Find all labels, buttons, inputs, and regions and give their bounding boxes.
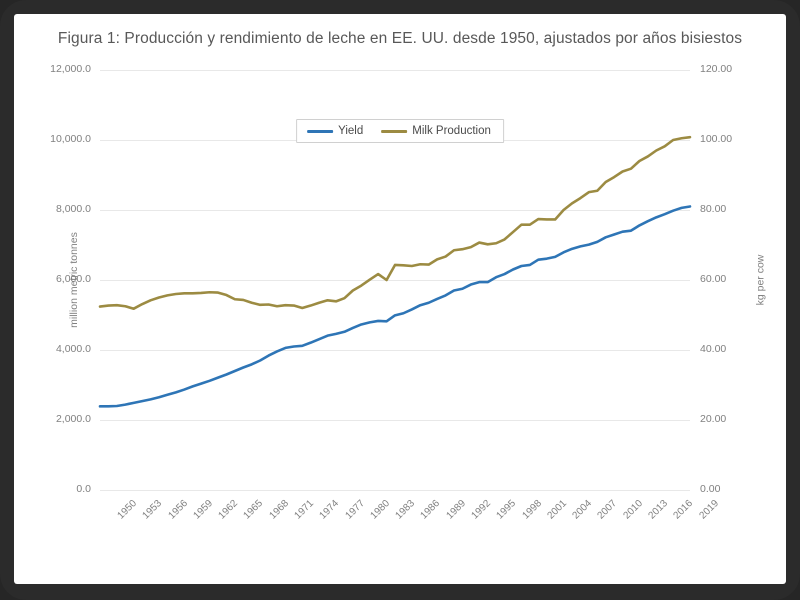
x-axis-tick-label: 2016 (671, 498, 696, 522)
x-axis-tick-label: 1962 (216, 498, 241, 522)
x-axis-tick-label: 1986 (418, 498, 443, 522)
y-axis-left-tick-label: 4,000.0 (55, 343, 91, 355)
y-axis-right-tick-label: 20.00 (700, 413, 727, 425)
y-axis-right-tick-label: 60.00 (700, 273, 727, 285)
gridline (100, 70, 690, 71)
legend-item-milk-production[interactable]: Milk Production (381, 125, 491, 137)
x-axis-tick-label: 1998 (520, 498, 544, 522)
gridline (100, 490, 690, 491)
gridline (100, 350, 690, 351)
legend-item-yield[interactable]: Yield (307, 125, 363, 137)
legend-swatch-icon (381, 129, 408, 133)
y-axis-left-title: million metric tonnes (67, 232, 80, 328)
x-axis-ticks: 1950 1953 1956 1959 1962 1965 1968 1971 1974 1977… (100, 490, 721, 550)
x-axis-tick-label: 1959 (191, 498, 215, 522)
y-axis-left-tick-label: 12,000.0 (50, 63, 91, 75)
x-axis-tick-label: 1950 (115, 498, 140, 522)
gridline (100, 280, 690, 281)
series-line-milk-production (98, 135, 692, 310)
gridline (100, 420, 690, 421)
x-axis-tick-label: 1956 (166, 498, 190, 522)
x-axis-tick-label: 1992 (469, 498, 494, 522)
y-axis-left-tick-label: 8,000.0 (55, 203, 91, 215)
y-axis-left-tick-label: 0.0 (76, 483, 91, 495)
legend-label: Yield (338, 125, 364, 137)
x-axis-tick-label: 2010 (621, 498, 645, 522)
series-lines (98, 135, 692, 408)
chart-title: Figura 1: Producción y rendimiento de le… (57, 30, 743, 47)
x-axis-tick-label: 1974 (317, 498, 342, 522)
x-axis-tick-label: 2019 (697, 498, 721, 522)
chart-legend[interactable]: Yield Milk Production (296, 119, 504, 143)
x-axis-tick-label: 1980 (368, 498, 392, 522)
x-axis-tick-label: 1968 (267, 498, 291, 522)
x-axis-tick-label: 2004 (570, 498, 595, 522)
series-line-yield (98, 205, 692, 408)
x-axis-tick-label: 1995 (494, 498, 519, 522)
gridline (100, 210, 690, 211)
legend-swatch-icon (307, 129, 334, 133)
y-axis-left-tick-label: 10,000.0 (50, 133, 91, 145)
x-axis-tick-label: 1983 (393, 498, 418, 522)
chart-card: Figura 1: Producción y rendimiento de le… (14, 14, 786, 584)
y-axis-right-tick-label: 40.00 (700, 343, 727, 355)
legend-label: Milk Production (412, 125, 491, 137)
plot-area: 0.0 2,000.0 4,000.0 6,000.0 8,000.0 10,000.0 1… (50, 64, 766, 522)
y-axis-left-tick-label: 2,000.0 (55, 413, 91, 425)
x-axis-tick-label: 1953 (140, 498, 165, 522)
x-axis-tick-label: 1989 (444, 498, 468, 522)
x-axis-tick-label: 2001 (545, 498, 569, 522)
y-axis-right-tick-label: 80.00 (700, 203, 727, 215)
y-axis-right-tick-label: 120.00 (700, 63, 733, 75)
x-axis-tick-label: 1977 (343, 498, 367, 522)
x-axis-tick-label: 2007 (595, 498, 620, 522)
x-axis-tick-label: 1971 (292, 498, 317, 522)
y-axis-right-title: kg per cow (754, 254, 767, 306)
y-axis-right-tick-label: 100.00 (700, 133, 733, 145)
y-axis-left-tick-label: 6,000.0 (55, 273, 91, 285)
y-axis-right-tick-label: 0.00 (700, 483, 721, 495)
x-axis-tick-label: 1965 (241, 498, 266, 522)
x-axis-tick-label: 2013 (646, 498, 671, 522)
